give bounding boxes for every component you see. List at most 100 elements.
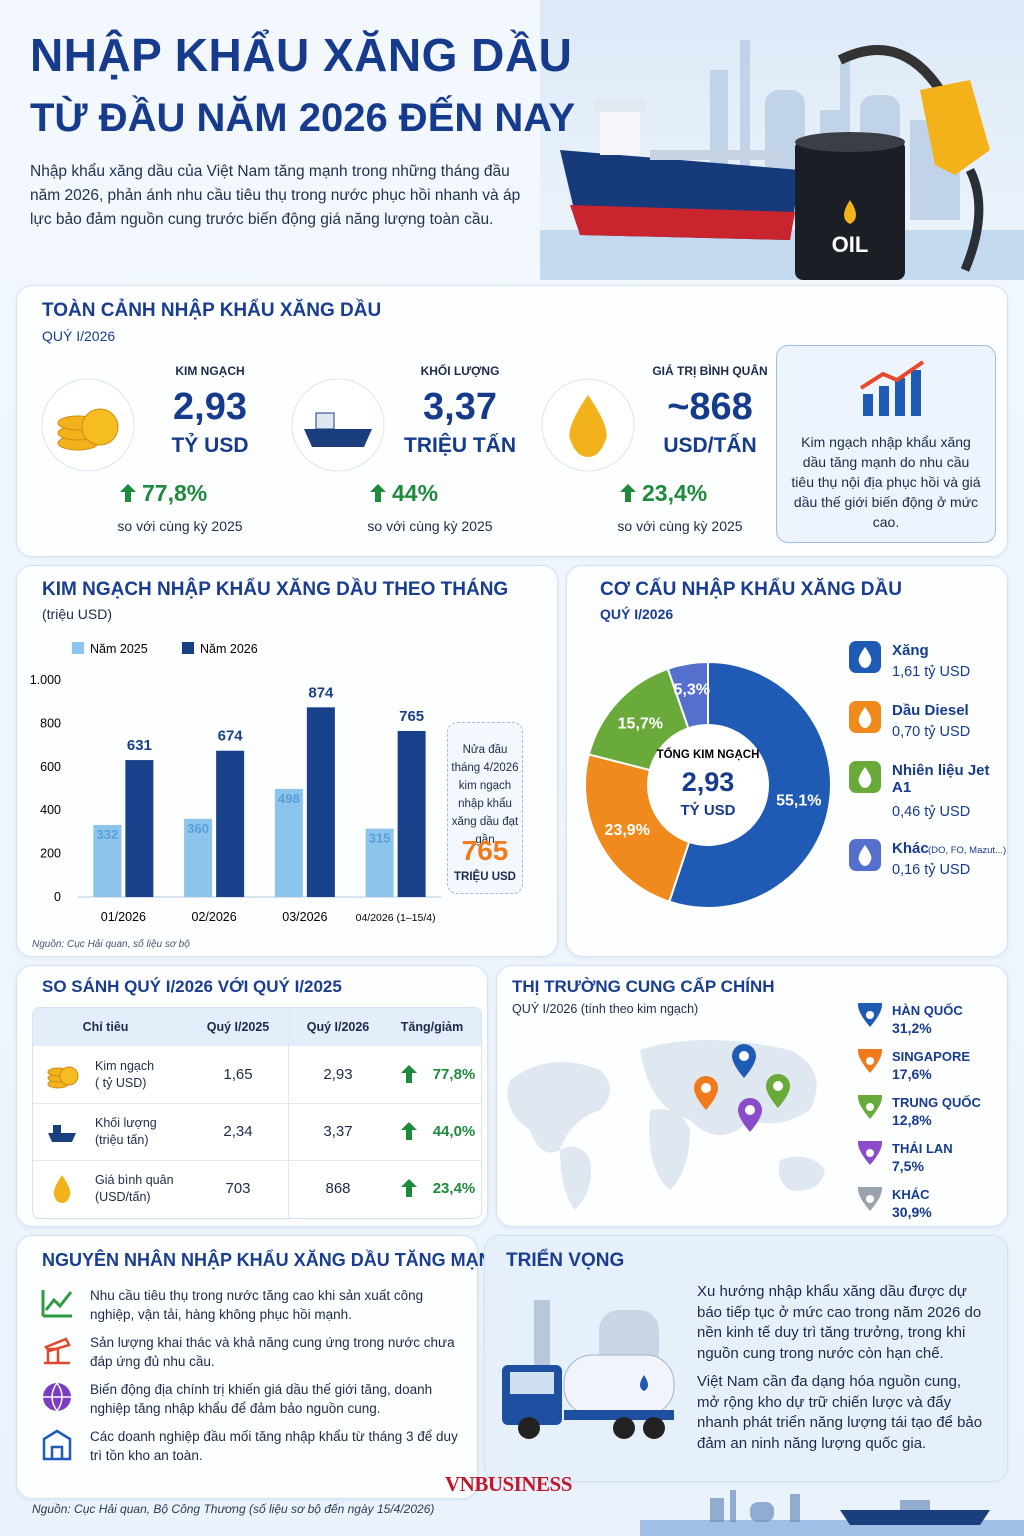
cause-text: Sản lượng khai thác và khả năng cung ứng… bbox=[90, 1335, 455, 1369]
icon-warehouse bbox=[42, 1429, 72, 1461]
legend-icon bbox=[849, 839, 881, 871]
cause-icon bbox=[42, 1429, 72, 1461]
pie-slice bbox=[666, 660, 709, 730]
bar-source: Nguồn: Cục Hải quan, số liệu sơ bộ bbox=[32, 939, 190, 950]
legend-glyph bbox=[858, 707, 872, 728]
row-divider bbox=[33, 1103, 481, 1104]
table-cell: 1,65 bbox=[223, 1066, 253, 1083]
legend-name: Khác bbox=[892, 840, 929, 857]
pie-slice bbox=[667, 660, 832, 909]
pin-dot bbox=[739, 1051, 749, 1061]
legend-note: (DO, FO, Mazut...) bbox=[928, 845, 1007, 856]
legend-swatch bbox=[72, 642, 84, 654]
overview-title: TOÀN CẢNH NHẬP KHẨU XĂNG DẦU bbox=[42, 300, 382, 321]
up-arrow bbox=[401, 1065, 417, 1083]
row-label: Kim ngạch ( tỷ USD) bbox=[95, 1059, 155, 1090]
center-value: 2,93 bbox=[682, 767, 735, 797]
row-divider bbox=[33, 1160, 481, 1161]
note-text: Kim ngạch nhập khẩu xăng dầu tăng mạnh d… bbox=[791, 434, 981, 530]
market-name: KHÁC bbox=[892, 1187, 930, 1202]
footer-source: Nguồn: Cục Hải quan, Bộ Công Thương (số … bbox=[32, 1502, 435, 1516]
row-label: Khối lượng (triệu tấn) bbox=[95, 1116, 157, 1147]
arrow-icon bbox=[370, 484, 386, 502]
note-box: Kim ngạch nhập khẩu xăng dầu tăng mạnh d… bbox=[776, 345, 996, 543]
up-arrow bbox=[401, 1179, 417, 1197]
y-tick-label: 1.000 bbox=[30, 673, 61, 687]
outlook-paragraph: Việt Nam cần đa dạng hóa nguồn cung, mở … bbox=[697, 1373, 983, 1452]
kpi-compare: so với cùng kỳ 2025 bbox=[617, 518, 743, 534]
header-illustration: OIL bbox=[540, 0, 1024, 280]
pin-dot bbox=[866, 1149, 874, 1157]
bar bbox=[397, 730, 426, 897]
callout: Nửa đầu tháng 4/2026 kim ngạch nhập khẩu… bbox=[447, 722, 523, 894]
legend-pin bbox=[858, 1003, 882, 1027]
cause-text: Nhu cầu tiêu thụ trong nước tăng cao khi… bbox=[90, 1288, 424, 1322]
legend-name: Nhiên liệu Jet A1 bbox=[892, 762, 990, 796]
icon-globe-lines bbox=[43, 1382, 71, 1413]
markets-subtitle: QUÝ I/2026 (tính theo kim ngạch) bbox=[512, 1002, 699, 1016]
kpi-icon bbox=[541, 378, 635, 472]
value-label: 874 bbox=[308, 684, 334, 701]
arrow-icon bbox=[401, 1122, 417, 1140]
legend-amount: 1,61 tỷ USD bbox=[892, 664, 971, 680]
market-name: THÁI LAN bbox=[892, 1141, 953, 1156]
table-header-bg bbox=[33, 1008, 481, 1046]
legend-glyph bbox=[858, 767, 872, 788]
bar bbox=[274, 788, 303, 897]
up-arrow bbox=[401, 1122, 417, 1140]
market-share: 17,6% bbox=[892, 1066, 932, 1082]
pin-dot bbox=[745, 1105, 755, 1115]
slice-label: 55,1% bbox=[776, 793, 821, 810]
table-cell: 868 bbox=[325, 1180, 351, 1197]
coin bbox=[81, 408, 119, 446]
pin-dot bbox=[866, 1011, 874, 1019]
table-cell: 2,34 bbox=[223, 1123, 253, 1140]
market-share: 7,5% bbox=[892, 1158, 924, 1174]
slice-label: 23,9% bbox=[605, 822, 650, 839]
change-cell: 77,8% bbox=[432, 1066, 476, 1083]
causes-panel bbox=[16, 1235, 478, 1499]
kpi-value: ~868 bbox=[667, 386, 753, 428]
pie-chart: 55,1% 23,9% 15,7% 5,3% TỔNG KIM NGẠCH 2,93 TỶ … bbox=[584, 660, 832, 909]
causes-title: NGUYÊN NHÂN NHẬP KHẨU XĂNG DẦU TĂNG MẠNH bbox=[42, 1250, 505, 1270]
kpi-label: GIÁ TRỊ BÌNH QUÂN bbox=[652, 364, 768, 378]
legend-glyph bbox=[858, 647, 872, 668]
bar-subtitle: (triệu USD) bbox=[42, 606, 113, 622]
kpi-unit: TỶ USD bbox=[171, 434, 249, 457]
value-label: 631 bbox=[127, 737, 152, 754]
change-cell: 44,0% bbox=[432, 1123, 476, 1140]
x-tick-label: 04/2026 (1–15/4) bbox=[356, 912, 436, 924]
y-tick-label: 200 bbox=[40, 847, 61, 861]
bar bbox=[306, 707, 335, 897]
comparison-title: SO SÁNH QUÝ I/2026 VỚI QUÝ I/2025 bbox=[42, 977, 342, 996]
overview-subtitle: QUÝ I/2026 bbox=[42, 328, 116, 344]
legend-pin bbox=[858, 1049, 882, 1073]
table-header: Quý I/2025 bbox=[206, 1020, 270, 1034]
cause-icon bbox=[41, 1290, 73, 1318]
table-cell: 3,37 bbox=[323, 1123, 353, 1140]
title-line1: NHẬP KHẨU XĂNG DẦU bbox=[30, 29, 573, 81]
change-cell: 23,4% bbox=[432, 1180, 476, 1197]
pie-slice bbox=[584, 753, 691, 904]
icon-pump bbox=[44, 1337, 71, 1365]
market-share: 30,9% bbox=[892, 1204, 932, 1220]
coin bbox=[59, 1066, 79, 1086]
legend-amount: 0,46 tỷ USD bbox=[892, 804, 971, 820]
outlook-paragraph: Xu hướng nhập khẩu xăng dầu được dự báo … bbox=[697, 1283, 982, 1362]
pin-dot bbox=[866, 1057, 874, 1065]
bar bbox=[93, 824, 122, 897]
kpi-compare: so với cùng kỳ 2025 bbox=[117, 518, 243, 534]
x-tick-label: 01/2026 bbox=[101, 910, 146, 924]
icon-circle bbox=[291, 378, 385, 472]
bar-title: KIM NGẠCH NHẬP KHẨU XĂNG DẦU THEO THÁNG bbox=[42, 579, 509, 600]
growth-icon bbox=[859, 360, 925, 416]
callout-text: Nửa đầu tháng 4/2026 kim ngạch nhập khẩu… bbox=[451, 744, 519, 846]
y-tick-label: 0 bbox=[54, 890, 61, 904]
bar bbox=[365, 828, 394, 897]
legend-glyph bbox=[858, 845, 872, 866]
market-name: SINGAPORE bbox=[892, 1049, 971, 1064]
legend-name: Dầu Diesel bbox=[892, 702, 969, 719]
bar bbox=[184, 818, 213, 897]
outlook-title: TRIỂN VỌNG bbox=[506, 1250, 625, 1271]
